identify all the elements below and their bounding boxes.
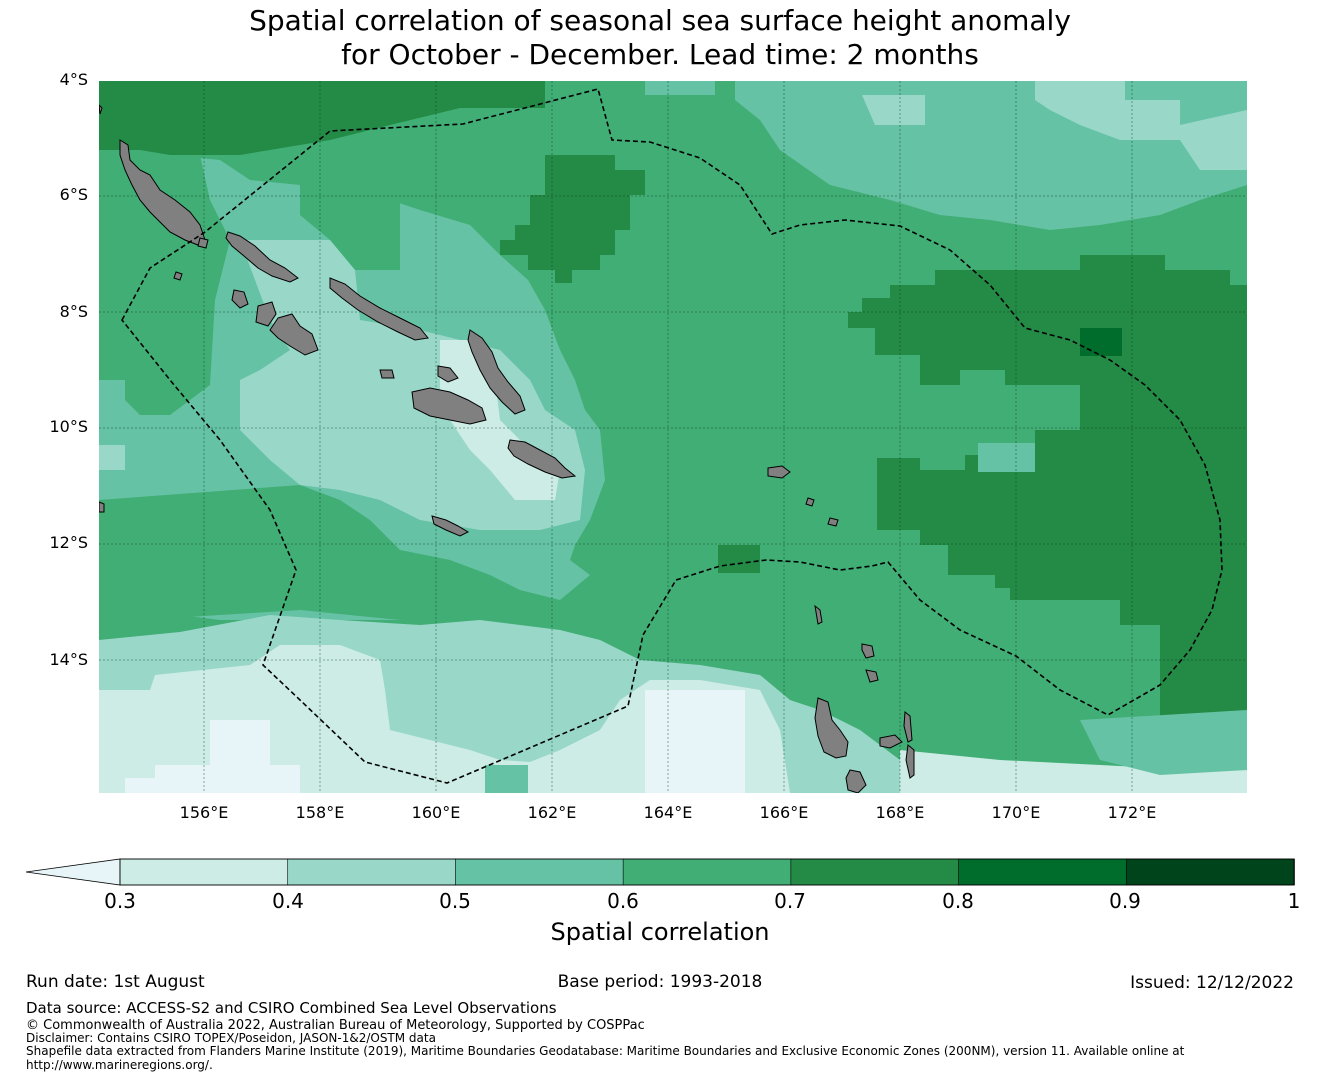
island-ambae [861, 643, 875, 659]
lat-label-8s: 8°S [59, 302, 88, 321]
field-class-0.4-ne2 [862, 95, 925, 125]
colorbar-tick-0.9: 0.9 [1109, 889, 1141, 913]
lat-label-12s: 12°S [49, 533, 88, 552]
island-rennell [431, 515, 470, 537]
island-new-georgia-2 [269, 313, 319, 356]
lat-label-6s: 6°S [59, 185, 88, 204]
island-new-georgia [255, 301, 277, 327]
island-small-2 [173, 271, 183, 281]
lon-label-166e: 166°E [759, 803, 809, 822]
field-class-0.6-w2 [300, 185, 400, 270]
data-source: Data source: ACCESS-S2 and CSIRO Combine… [26, 999, 557, 1017]
island-guadalcanal [411, 387, 487, 425]
island-vella [231, 289, 249, 309]
colorbar-segment-0.9 [1125, 858, 1295, 886]
correlation-field [99, 81, 1247, 793]
field-class-0.6-sw [99, 485, 560, 620]
colorbar-segment-0.7 [790, 858, 960, 886]
lat-label-14s: 14°S [49, 650, 88, 669]
colorbar-label: Spatial correlation [550, 918, 770, 946]
field-class-0.5-n [645, 81, 715, 95]
island-small-6 [99, 104, 103, 115]
colorbar-tick-0.4: 0.4 [272, 889, 304, 913]
colorbar-segment-0.6 [622, 858, 792, 886]
field-class-0.5-se [1080, 710, 1247, 775]
map-title-line-1: Spatial correlation of seasonal sea surf… [249, 4, 1071, 37]
island-small-5 [99, 501, 105, 513]
field-class-0.4-cw [99, 445, 125, 470]
colorbar-segment-0.4 [287, 858, 457, 886]
island-pentecost [903, 711, 913, 743]
land-masses [99, 104, 915, 793]
island-east-vanuatu [905, 744, 915, 779]
field-class-0.3-se [900, 750, 1247, 793]
field-class-0.7-sc [718, 545, 760, 573]
island-efate [845, 769, 867, 793]
run-date: Run date: 1st August [26, 972, 205, 992]
colorbar-under-triangle [25, 858, 121, 886]
issued-date: Issued: 12/12/2022 [1130, 973, 1294, 993]
island-santa-cruz [767, 465, 791, 479]
shapefile-credit: Shapefile data extracted from Flanders M… [26, 1044, 1185, 1058]
island-espiritu-santo [814, 697, 849, 759]
field-class-0.4-ne [1035, 81, 1247, 170]
field-class-0.8-e [1080, 328, 1122, 356]
colorbar-tick-0.3: 0.3 [104, 889, 136, 913]
lat-label-4s: 4°S [59, 70, 88, 89]
colorbar-segment-0.8 [958, 858, 1128, 886]
colorbar-tick-1: 1 [1287, 889, 1301, 913]
map-gridlines [99, 81, 1247, 793]
map-title-line-2: for October - December. Lead time: 2 mon… [341, 38, 979, 71]
island-malaita [467, 329, 526, 415]
colorbar-frame [119, 858, 1295, 886]
island-small-4 [827, 517, 839, 527]
lon-label-162e: 162°E [527, 803, 577, 822]
colorbar-segment-0.3 [119, 858, 289, 886]
field-class-0.3-s [99, 645, 790, 793]
lon-label-164e: 164°E [643, 803, 693, 822]
field-class-0.7-e [848, 255, 1247, 793]
field-class-0.4-s2 [430, 690, 470, 720]
colorbar-tick-0.7: 0.7 [774, 889, 806, 913]
lon-label-160e: 160°E [411, 803, 461, 822]
island-russell [379, 369, 395, 379]
field-class-0.5-s [485, 765, 528, 793]
island-makira [507, 439, 577, 479]
lat-label-10s: 10°S [49, 417, 88, 436]
island-torres [814, 604, 823, 625]
marineregions-url[interactable]: http://www.marineregions.org/. [26, 1058, 213, 1072]
island-small-1 [197, 237, 209, 249]
field-class-under-sw [125, 720, 300, 793]
colorbar-segment-0.5 [455, 858, 624, 886]
copyright: © Commonwealth of Australia 2022, Austra… [26, 1018, 645, 1033]
lon-label-156e: 156°E [179, 803, 229, 822]
lon-label-158e: 158°E [295, 803, 345, 822]
colorbar-tick-0.5: 0.5 [439, 889, 471, 913]
eez-boundaries [121, 88, 1223, 784]
base-period: Base period: 1993-2018 [557, 972, 763, 992]
field-class-0.5-e [978, 443, 1035, 472]
eez-solomon-islands [121, 88, 1223, 784]
lon-label-172e: 172°E [1107, 803, 1157, 822]
field-class-0.6-w [99, 155, 230, 415]
field-class-0.7-nc [500, 155, 645, 283]
island-choiseul [225, 231, 299, 283]
field-class-under-s [645, 690, 745, 793]
colorbar-segments [119, 858, 1295, 886]
island-small-3 [805, 497, 815, 507]
island-santa-isabel [329, 277, 429, 341]
field-class-0.7-nw [99, 81, 545, 155]
island-epi [865, 669, 879, 683]
colorbar-tick-0.8: 0.8 [942, 889, 974, 913]
disclaimer: Disclaimer: Contains CSIRO TOPEX/Poseido… [26, 1031, 436, 1045]
colorbar-tick-0.6: 0.6 [607, 889, 639, 913]
lon-label-170e: 170°E [991, 803, 1041, 822]
lon-label-168e: 168°E [875, 803, 925, 822]
island-malekula [879, 734, 903, 749]
island-florida [437, 365, 459, 383]
